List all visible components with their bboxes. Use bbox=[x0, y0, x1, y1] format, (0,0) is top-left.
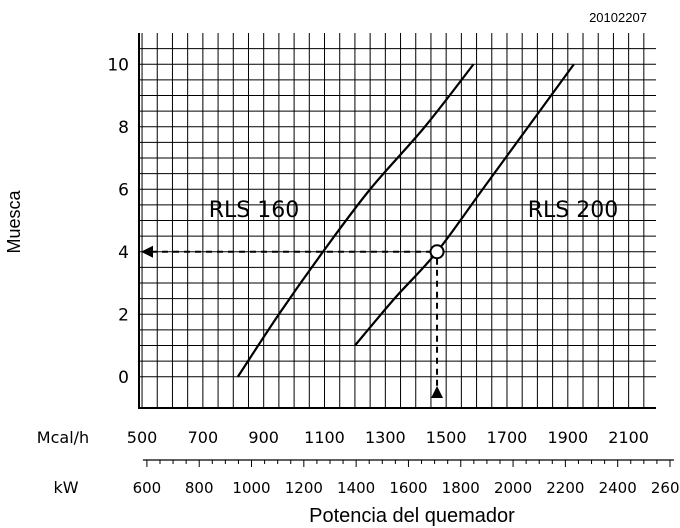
series-label-rls200: RLS 200 bbox=[528, 198, 619, 223]
series-label-rls160: RLS 160 bbox=[209, 198, 300, 223]
arrow-left-icon bbox=[141, 245, 153, 258]
series-lines bbox=[236, 63, 575, 378]
x-tick-label-mcal: 1700 bbox=[487, 428, 528, 447]
x-tick-label-mcal: 1900 bbox=[547, 428, 588, 447]
x-tick-label-kw: 2400 bbox=[599, 479, 637, 497]
doc-code: 20102207 bbox=[589, 10, 647, 25]
arrow-up-icon bbox=[431, 386, 444, 398]
x-tick-label-mcal: 900 bbox=[248, 428, 279, 447]
x-tick-label-kw: 2200 bbox=[546, 479, 584, 497]
y-tick-label: 2 bbox=[118, 305, 129, 325]
x-tick-label-mcal: 500 bbox=[127, 428, 158, 447]
x-tick-label-kw: 1600 bbox=[389, 479, 427, 497]
x-tick-label-kw: 600 bbox=[133, 479, 162, 497]
x-tick-label-kw: 1800 bbox=[442, 479, 480, 497]
series-line-rls160 bbox=[236, 63, 475, 378]
axes bbox=[138, 33, 674, 467]
x-tick-label-mcal: 1100 bbox=[304, 428, 345, 447]
grid bbox=[139, 33, 656, 408]
x-axis-unit-kw: kW bbox=[53, 478, 78, 497]
x-axis-title: Potencia del quemador bbox=[309, 505, 515, 527]
x-tick-label-kw: 1400 bbox=[337, 479, 375, 497]
y-tick-label: 8 bbox=[118, 118, 129, 138]
y-axis-title: Muesca bbox=[4, 190, 24, 254]
x-tick-label-kw: 2600 bbox=[651, 479, 680, 497]
x-tick-label-mcal: 1300 bbox=[365, 428, 406, 447]
x-axis-unit-mcal: Mcal/h bbox=[37, 428, 89, 447]
x-tick-label-mcal: 1500 bbox=[426, 428, 467, 447]
tick-labels: 0 2 4 6 8 10 500 700 900 1100 1300 1500 1700 1900 2100… bbox=[107, 55, 680, 497]
x-tick-label-kw: 2000 bbox=[494, 479, 532, 497]
y-tick-label: 10 bbox=[107, 55, 129, 75]
x-tick-label-kw: 800 bbox=[185, 479, 214, 497]
x-tick-label-kw: 1200 bbox=[285, 479, 323, 497]
x-tick-label-mcal: 700 bbox=[188, 428, 219, 447]
x-tick-label-kw: 1000 bbox=[232, 479, 270, 497]
example-reading bbox=[141, 244, 445, 398]
x-tick-label-mcal: 2100 bbox=[608, 428, 649, 447]
series-line-rls200 bbox=[354, 63, 575, 347]
y-tick-label: 6 bbox=[118, 180, 129, 200]
example-point-circle bbox=[429, 244, 445, 260]
y-tick-label: 0 bbox=[118, 368, 129, 388]
y-tick-label: 4 bbox=[118, 243, 129, 263]
